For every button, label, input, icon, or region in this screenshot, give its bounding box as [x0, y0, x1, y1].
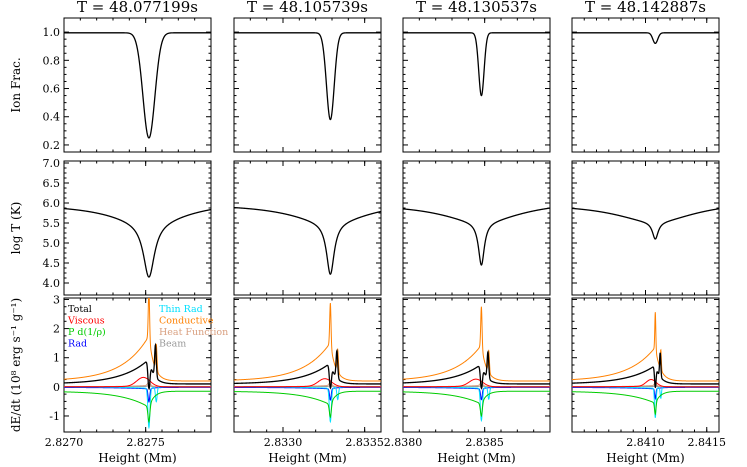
series-line-conductive: [572, 312, 719, 382]
series-line-viscous: [572, 379, 719, 388]
series-line-viscous: [403, 378, 550, 388]
y-axis-label: Ion Frac.: [9, 57, 23, 112]
x-axis-label: Height (Mm): [268, 451, 346, 465]
series-line-conductive: [234, 302, 381, 382]
legend-entry: Heat Function: [159, 327, 228, 338]
panel-r0-c2: [402, 17, 551, 153]
series-line-ion-fraction: [572, 32, 719, 45]
x-tick-label: 2.8385: [465, 436, 504, 449]
panel-r1-c0: 4.0 4.5 5.0 5.5 6.0 6.5 7.0: [43, 157, 212, 296]
column-title: T = 48.105739s: [247, 0, 368, 16]
series-line-rad: [572, 386, 719, 400]
panel-r2-c1: 2.8330 2.8335: [233, 297, 384, 449]
panel-r1-c3: [571, 160, 720, 296]
legend-entry: Beam: [159, 339, 186, 350]
x-axis-label: Height (Mm): [606, 451, 684, 465]
y-tick-label: 5.0: [43, 237, 61, 250]
panel-r0-c1: [233, 17, 382, 153]
y-tick-label: 0.8: [43, 54, 61, 67]
legend-entry: Rad: [68, 339, 87, 350]
y-tick-label: 6.0: [43, 197, 61, 210]
series-line-p-d-: [403, 390, 550, 418]
y-tick-label: 0.6: [43, 83, 61, 96]
x-tick-label: 2.8330: [264, 436, 303, 449]
series-line-ion-fraction: [403, 32, 550, 97]
legend-entry: Conductive: [159, 316, 214, 327]
y-axis-label: log T (K): [9, 202, 23, 255]
series-line-p-d-: [234, 390, 381, 419]
series-line-viscous: [234, 378, 381, 388]
plot-frame: [402, 297, 551, 433]
column-title: T = 48.077199s: [77, 0, 198, 16]
plot-frame: [63, 160, 212, 296]
panel-r0-c3: [571, 17, 720, 153]
y-tick-label: 7.0: [43, 157, 61, 170]
x-axis-label: Height (Mm): [98, 451, 176, 465]
y-tick-label: 0: [53, 381, 60, 394]
legend-entry: Thin Rad: [159, 304, 203, 315]
y-tick-label: 0.2: [43, 139, 61, 152]
panel-r1-c1: [233, 160, 382, 296]
series-line-total: [64, 342, 211, 391]
plot-frame: [571, 297, 720, 433]
legend-entry: Viscous: [67, 316, 105, 327]
x-tick-label: 2.8410: [626, 436, 665, 449]
y-tick-label: 3: [53, 293, 60, 306]
panel-r2-c0: -1 0 1 2 3 2.8270 2.8275: [45, 293, 212, 449]
column-title: T = 48.130537s: [416, 0, 537, 16]
y-tick-label: 2: [53, 323, 60, 336]
plot-frame: [571, 160, 720, 296]
y-tick-label: 5.5: [43, 217, 61, 230]
y-axis-label: dE/dt (10⁸ erg s⁻¹ g⁻¹): [9, 298, 23, 432]
series-line-total: [234, 348, 381, 390]
column-title: T = 48.142887s: [585, 0, 706, 16]
series-line-log-t: [403, 207, 550, 266]
y-tick-label: 4.0: [43, 277, 61, 290]
series-line-total: [403, 350, 550, 390]
x-tick-label: 2.8415: [688, 436, 727, 449]
y-tick-label: 1.0: [43, 26, 61, 39]
plot-frame: [233, 17, 382, 153]
panel-r1-c2: [402, 160, 551, 296]
y-tick-label: 1: [53, 352, 60, 365]
y-tick-label: 4.5: [43, 257, 61, 270]
series-line-p-d-: [572, 390, 719, 416]
series-line-thin-rad: [403, 386, 550, 423]
x-tick-label: 2.8275: [126, 436, 165, 449]
plot-frame: [402, 160, 551, 296]
panel-r0-c0: 0.2 0.4 0.6 0.8 1.0: [43, 17, 212, 153]
x-tick-label: 2.8335: [345, 436, 384, 449]
legend-entry: Total: [68, 304, 92, 315]
series-line-ion-fraction: [234, 32, 381, 121]
x-axis-label: Height (Mm): [437, 451, 515, 465]
y-tick-label: -1: [49, 410, 60, 423]
series-line-ion-fraction: [64, 32, 211, 139]
series-line-rad: [64, 386, 211, 404]
series-line-log-t: [572, 207, 719, 240]
series-line-log-t: [64, 207, 211, 278]
series-line-rad: [403, 386, 550, 401]
x-tick-label: 2.8380: [384, 436, 423, 449]
plot-frame: [571, 17, 720, 153]
panel-r2-c3: 2.8410 2.8415: [571, 297, 727, 449]
x-tick-label: 2.8270: [45, 436, 84, 449]
series-line-total: [572, 352, 719, 389]
series-line-viscous: [64, 376, 211, 388]
y-tick-label: 0.4: [43, 111, 61, 124]
series-line-p-d-: [64, 390, 211, 424]
series-line-log-t: [234, 206, 381, 275]
series-line-conductive: [403, 306, 550, 382]
plot-frame: [63, 17, 212, 153]
plot-frame: [233, 160, 382, 296]
legend-entry: P d(1/ρ): [68, 327, 106, 338]
series-line-rad: [234, 386, 381, 401]
panel-r2-c2: 2.8380 2.8385: [384, 297, 551, 449]
plot-frame: [402, 17, 551, 153]
y-tick-label: 6.5: [43, 177, 61, 190]
series-line-conductive: [64, 298, 211, 382]
